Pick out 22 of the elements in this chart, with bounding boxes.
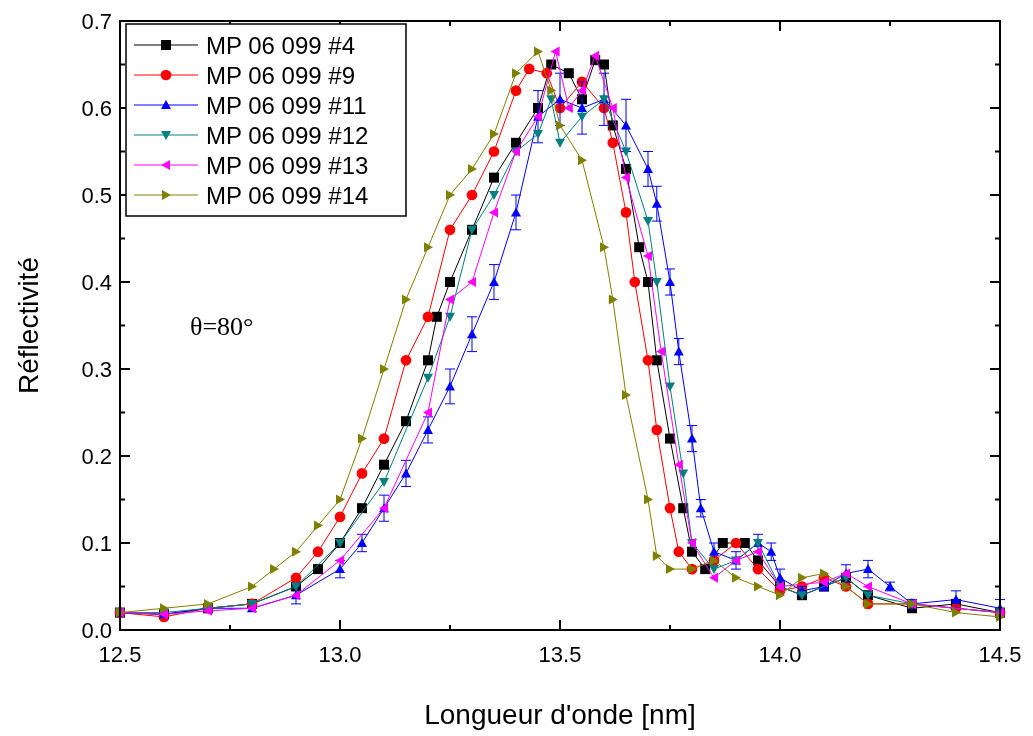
x-tick-label: 12.5 xyxy=(98,642,142,667)
x-tick-label: 14.0 xyxy=(758,642,802,667)
legend-label: MP 06 099 #4 xyxy=(206,32,356,59)
x-tick-label: 13.0 xyxy=(318,642,362,667)
x-axis-title: Longueur d'onde [nm] xyxy=(424,699,696,730)
y-tick-label: 0.5 xyxy=(81,183,112,208)
legend-label: MP 06 099 #13 xyxy=(206,152,369,179)
y-axis-title: Réflectivité xyxy=(13,257,44,394)
y-tick-label: 0.4 xyxy=(81,270,112,295)
y-tick-label: 0.6 xyxy=(81,96,112,121)
y-tick-label: 0.2 xyxy=(81,444,112,469)
y-tick-label: 0.1 xyxy=(81,531,112,556)
y-tick-label: 0.0 xyxy=(81,618,112,643)
legend-label: MP 06 099 #14 xyxy=(206,182,369,209)
legend-label: MP 06 099 #11 xyxy=(206,92,367,119)
y-tick-label: 0.7 xyxy=(81,9,112,34)
legend-label: MP 06 099 #9 xyxy=(206,62,356,89)
annotation: θ=80° xyxy=(190,312,254,341)
x-tick-label: 14.5 xyxy=(978,642,1022,667)
y-tick-label: 0.3 xyxy=(81,357,112,382)
x-tick-label: 13.5 xyxy=(538,642,582,667)
legend-label: MP 06 099 #12 xyxy=(206,122,369,149)
